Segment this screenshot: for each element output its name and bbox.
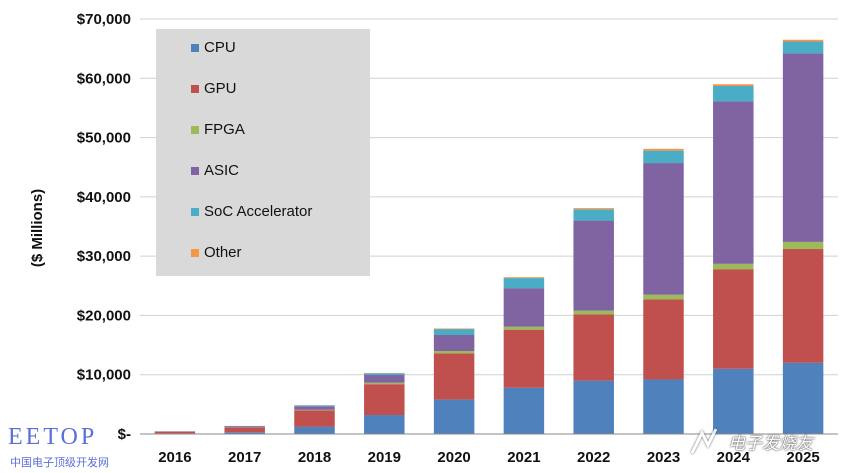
bar-segment-cpu [433, 399, 475, 434]
legend-label: SoC Accelerator [204, 203, 312, 220]
x-tick-label: 2024 [717, 449, 751, 466]
elecfans-text: 电子发烧友 [728, 434, 813, 454]
bar-segment-fpga [782, 241, 824, 250]
bar-segment-asic [573, 220, 614, 311]
bar-segment-asic [433, 334, 475, 351]
y-tick-label: $10,000 [77, 367, 131, 384]
bar-segment-soc-accelerator [782, 41, 824, 54]
y-tick-label: $- [118, 426, 131, 443]
legend-swatch [191, 85, 199, 93]
x-tick-label: 2016 [158, 449, 191, 466]
bar-segment-gpu [782, 249, 824, 363]
bar-segment-soc-accelerator [713, 85, 754, 102]
legend-swatch [191, 249, 199, 257]
elecfans-watermark: 电子发烧友 [688, 425, 838, 465]
legend-label: GPU [204, 80, 237, 97]
bar-segment-cpu [713, 368, 754, 434]
bar-segment-fpga [573, 310, 614, 315]
bar-segment-cpu [503, 387, 545, 434]
bars [154, 39, 824, 434]
bar-segment-soc-accelerator [503, 278, 545, 289]
x-tick-label: 2022 [577, 449, 610, 466]
bar-segment-asic [224, 426, 265, 428]
bar-segment-other [433, 328, 475, 330]
bar-segment-fpga [713, 263, 754, 270]
x-tick-label: 2017 [228, 449, 261, 466]
y-tick-label: $20,000 [77, 307, 131, 324]
y-tick-label: $40,000 [77, 189, 131, 206]
eetop-logo: EETOP [8, 424, 98, 450]
legend-swatch [191, 44, 199, 52]
y-tick-label: $60,000 [77, 70, 131, 87]
bar-segment-cpu [364, 415, 405, 434]
bar-segment-other [713, 84, 754, 86]
x-tick-label: 2020 [437, 449, 470, 466]
legend-swatch [191, 126, 199, 134]
y-axis-ticks: $70,000 $60,000 $50,000 $40,000 $30,000 $20,0… [77, 11, 131, 443]
bar-segment-gpu [433, 353, 475, 400]
legend-swatch [191, 167, 199, 175]
y-axis-label: ($ Millions) [29, 189, 46, 267]
bar-segment-asic [503, 288, 545, 327]
bar-segment-soc-accelerator [573, 209, 614, 221]
y-tick-label: $70,000 [77, 11, 131, 28]
bar-segment-gpu [643, 299, 684, 380]
eetop-watermark: EETOP 中国电子顶级开发网 [8, 424, 158, 472]
x-tick-label: 2018 [298, 449, 331, 466]
bar-segment-gpu [154, 431, 196, 434]
bar-segment-asic [713, 101, 754, 264]
bar-segment-gpu [503, 329, 545, 388]
bar-segment-gpu [573, 314, 614, 381]
bar-segment-soc-accelerator [364, 373, 405, 376]
x-tick-label: 2023 [647, 449, 680, 466]
bar-segment-fpga [643, 294, 684, 300]
bar-segment-soc-accelerator [433, 329, 475, 335]
x-axis-ticks: 2016 2017 2018 2019 2020 2021 2022 2023 2024 2025 [158, 449, 820, 466]
legend-label: ASIC [204, 162, 239, 179]
bar-segment-fpga [364, 382, 405, 385]
x-tick-label: 2021 [507, 449, 540, 466]
bar-segment-other [782, 39, 824, 42]
bar-segment-other [643, 148, 684, 151]
bar-segment-cpu [224, 432, 265, 434]
x-tick-label: 2025 [786, 449, 819, 466]
bar-segment-asic [364, 375, 405, 383]
bar-segment-cpu [573, 380, 614, 434]
y-tick-label: $50,000 [77, 130, 131, 147]
bar-segment-gpu [364, 384, 405, 416]
legend: CPU GPU FPGA ASIC SoC Accelerator Other [156, 29, 370, 276]
y-tick-label: $30,000 [77, 248, 131, 265]
eetop-subtitle: 中国电子顶级开发网 [10, 456, 109, 469]
legend-label: CPU [204, 39, 236, 56]
bar-segment-asic [294, 406, 335, 410]
bar-segment-gpu [713, 269, 754, 369]
bar-segment-asic [643, 163, 684, 295]
bar-segment-cpu [294, 426, 335, 434]
bar-segment-soc-accelerator [643, 150, 684, 164]
legend-label: FPGA [204, 121, 245, 138]
bar-segment-fpga [433, 351, 475, 354]
bar-segment-soc-accelerator [294, 405, 335, 407]
legend-swatch [191, 208, 199, 216]
bar-segment-gpu [294, 410, 335, 427]
bar-segment-gpu [224, 427, 265, 433]
bar-segment-asic [782, 53, 824, 242]
legend-label: Other [204, 244, 242, 261]
elecfans-logo-icon [690, 428, 718, 454]
x-tick-label: 2019 [368, 449, 401, 466]
bar-segment-other [503, 277, 545, 279]
legend-background [156, 29, 370, 276]
bar-segment-cpu [782, 362, 824, 434]
bar-segment-other [573, 208, 614, 210]
bar-segment-fpga [503, 326, 545, 330]
bar-segment-cpu [643, 379, 684, 434]
